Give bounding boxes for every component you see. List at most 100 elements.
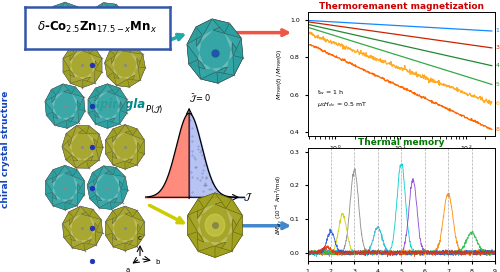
Polygon shape: [122, 45, 143, 54]
1.8 K: [306, 19, 312, 22]
Polygon shape: [88, 88, 100, 99]
Polygon shape: [78, 18, 84, 31]
Polygon shape: [215, 199, 242, 215]
Polygon shape: [105, 4, 126, 14]
Polygon shape: [196, 19, 212, 47]
8 K: [366, 72, 372, 75]
5 K: [366, 45, 372, 48]
Polygon shape: [88, 84, 127, 128]
Polygon shape: [125, 211, 144, 222]
Text: c: c: [138, 235, 142, 241]
Title: Thermoremanent magnetization: Thermoremanent magnetization: [319, 2, 484, 11]
Polygon shape: [65, 39, 77, 47]
3 K: [439, 39, 445, 42]
1.8 K: [366, 22, 372, 26]
Polygon shape: [108, 84, 120, 94]
Polygon shape: [232, 43, 243, 75]
Polygon shape: [99, 197, 117, 209]
Polygon shape: [105, 167, 126, 177]
5 K: [378, 48, 384, 52]
Text: 3 K: 3 K: [496, 45, 500, 50]
Polygon shape: [77, 20, 84, 42]
Circle shape: [205, 214, 225, 236]
Polygon shape: [110, 202, 122, 209]
Polygon shape: [88, 110, 96, 124]
Text: a: a: [126, 267, 130, 272]
Polygon shape: [65, 7, 84, 18]
6 K: [366, 54, 372, 58]
Polygon shape: [128, 79, 140, 87]
Polygon shape: [45, 89, 56, 101]
Polygon shape: [92, 3, 104, 23]
Polygon shape: [63, 70, 70, 83]
Polygon shape: [119, 181, 128, 203]
Polygon shape: [187, 44, 206, 69]
Polygon shape: [104, 44, 146, 87]
Polygon shape: [138, 54, 145, 68]
8 K: [328, 54, 334, 57]
Polygon shape: [70, 43, 82, 61]
Polygon shape: [106, 222, 117, 240]
Line: 3 K: 3 K: [309, 22, 492, 48]
Polygon shape: [90, 32, 99, 45]
Polygon shape: [112, 132, 138, 161]
Polygon shape: [87, 10, 98, 22]
1.8 K: [421, 26, 427, 29]
Polygon shape: [82, 80, 94, 88]
Polygon shape: [125, 243, 137, 251]
Polygon shape: [110, 44, 121, 64]
Polygon shape: [63, 47, 74, 58]
Polygon shape: [80, 206, 93, 216]
6 K: [328, 42, 334, 45]
Polygon shape: [52, 84, 63, 103]
Polygon shape: [188, 60, 200, 79]
5 K: [328, 33, 334, 36]
6 K: [308, 30, 314, 34]
Polygon shape: [200, 67, 228, 83]
Polygon shape: [96, 118, 116, 128]
Polygon shape: [52, 173, 78, 202]
4 K: [378, 39, 384, 42]
Polygon shape: [82, 43, 94, 54]
X-axis label: t  (min): t (min): [387, 159, 416, 168]
Polygon shape: [52, 92, 78, 120]
Polygon shape: [45, 84, 85, 128]
Text: spin glass: spin glass: [93, 98, 159, 111]
3 K: [438, 39, 444, 42]
Polygon shape: [63, 43, 102, 88]
8 K: [379, 77, 385, 80]
4 K: [366, 36, 372, 40]
Polygon shape: [82, 47, 102, 58]
5 K: [421, 62, 427, 65]
Text: 4 K: 4 K: [496, 63, 500, 68]
4 K: [439, 53, 445, 56]
Polygon shape: [63, 58, 74, 77]
Polygon shape: [96, 220, 102, 233]
Polygon shape: [90, 195, 99, 208]
Polygon shape: [52, 10, 78, 39]
Polygon shape: [84, 243, 96, 251]
Polygon shape: [46, 192, 53, 206]
Polygon shape: [65, 165, 77, 176]
Polygon shape: [125, 206, 137, 217]
Polygon shape: [87, 185, 102, 201]
Y-axis label: $M_{TRM}(t)\,/\,M_{TRM}(0)$: $M_{TRM}(t)\,/\,M_{TRM}(0)$: [276, 48, 284, 100]
Polygon shape: [78, 126, 100, 134]
Polygon shape: [76, 156, 93, 168]
Polygon shape: [94, 223, 102, 245]
Polygon shape: [106, 206, 144, 251]
Polygon shape: [197, 30, 233, 72]
5 K: [489, 83, 495, 86]
5 K: [438, 67, 444, 70]
Text: t$_w$ = 1 h
$\mu_0 H_{dc}$ = 0.5 mT: t$_w$ = 1 h $\mu_0 H_{dc}$ = 0.5 mT: [317, 88, 367, 109]
Text: 1.8 K: 1.8 K: [496, 29, 500, 33]
Polygon shape: [81, 209, 102, 220]
Polygon shape: [215, 193, 232, 208]
Polygon shape: [94, 10, 120, 39]
Text: $\mathcal{J}$: $\mathcal{J}$: [243, 191, 252, 203]
6 K: [306, 31, 312, 34]
8 K: [307, 43, 313, 46]
Polygon shape: [77, 100, 85, 123]
Polygon shape: [112, 214, 138, 243]
Polygon shape: [52, 165, 65, 183]
